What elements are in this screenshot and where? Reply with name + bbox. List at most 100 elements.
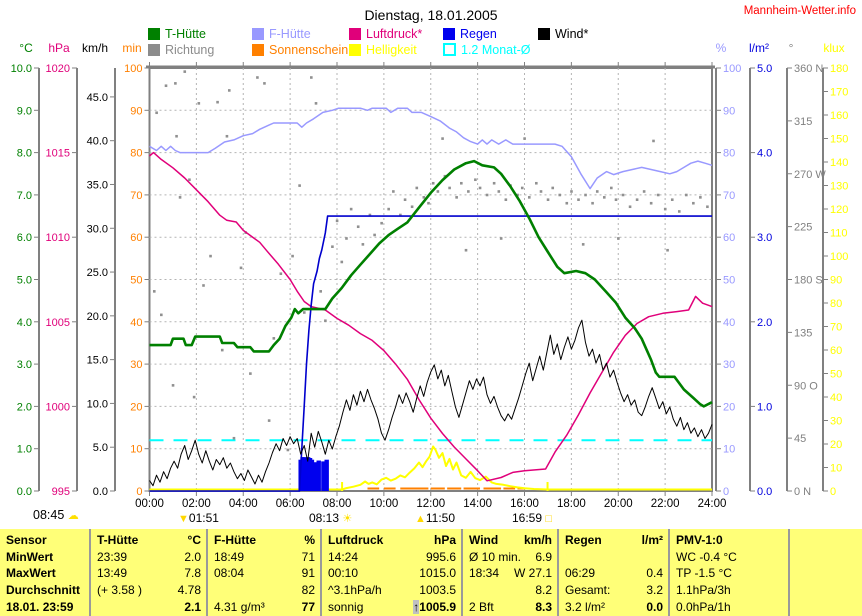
series-richtung-dot: [577, 198, 580, 201]
axis-tick-label: 20: [830, 439, 842, 451]
axis-tick-label: 9.0: [17, 105, 32, 117]
sunrise-marker: 08:13 ☀: [309, 511, 352, 525]
series-richtung-dot: [387, 207, 390, 211]
axis-tick-label: 10: [830, 463, 842, 475]
cell-value: 1015.0: [419, 566, 456, 581]
sun-total-time: 08:45: [33, 508, 65, 522]
series-f-huette: [149, 107, 713, 190]
cell-label: 08:04: [214, 566, 245, 581]
legend-swatch-icon: [443, 43, 456, 56]
cell-label: Gesamt:: [565, 583, 611, 598]
series-richtung-dot: [263, 82, 266, 85]
axis-tick-label: 80: [723, 148, 735, 160]
moon-up-time: 11:50: [425, 511, 456, 525]
legend-item-sonnenschein: Sonnenschein: [252, 43, 348, 57]
series-richtung-dot: [460, 181, 463, 185]
axis-tick-label: 4.0: [17, 317, 32, 329]
series-richtung-dot: [581, 243, 585, 246]
row-label: Durchschnitt: [6, 583, 81, 598]
axis-tick-label: 1020: [46, 63, 70, 75]
axis-tick-label: 270 W: [794, 169, 826, 181]
axis-tick-label: 8.0: [17, 148, 32, 160]
series-richtung-dot: [209, 254, 212, 258]
axis-tick-label: 315: [794, 116, 812, 128]
sunset-marker: 16:59 □: [512, 511, 552, 525]
series-richtung-dot: [565, 201, 569, 205]
axis-tick-label: 170: [830, 87, 848, 99]
series-richtung-dot: [558, 193, 562, 197]
axis-tick-label: 22:00: [651, 498, 680, 510]
axis-tick-label: 10:00: [369, 498, 398, 510]
series-richtung-dot: [474, 178, 477, 182]
sun-cloud-icon: ☁: [67, 510, 79, 522]
trend-up-icon: ↑: [413, 599, 420, 614]
axis-tick-label: 140: [830, 157, 848, 169]
axis-tick-label: 60: [130, 232, 142, 244]
axis-tick-label: 06:00: [276, 498, 305, 510]
cell-label: ^3.1hPa/h: [328, 583, 382, 598]
cell-label: 18:49: [214, 549, 245, 564]
table-col-f-h-tte: F-Hütte% 18:49 71 08:04 91 82 4.31 g/m³ 77: [206, 529, 320, 616]
sun-total-marker: 08:45 ☁: [33, 508, 79, 522]
axis-tick-label: 90: [830, 275, 842, 287]
moon-down-time: 01:51: [188, 511, 219, 525]
series-richtung-dot: [192, 395, 196, 399]
series-richtung-dot: [335, 219, 339, 223]
series-richtung-dot: [614, 198, 618, 201]
axis-tick-label: %: [716, 41, 727, 55]
cell-label: WC -0.4 °C: [676, 549, 737, 564]
series-richtung-dot: [183, 70, 187, 73]
series-richtung-dot: [677, 210, 681, 213]
cell-label: 1.1hPa/3h: [676, 583, 731, 598]
cell-value: 7.8: [184, 566, 201, 581]
series-richtung-dot: [220, 348, 224, 352]
axis-tick-label: 40.0: [87, 136, 108, 148]
axis-tick-label: 70: [830, 322, 842, 334]
series-richtung-dot: [464, 248, 468, 252]
series-richtung-dot: [392, 190, 395, 193]
series-richtung-dot: [340, 260, 344, 264]
axis-tick-label: 10.0: [11, 63, 32, 75]
axis-tick-label: 30: [130, 359, 142, 371]
series-richtung-dot: [539, 190, 543, 193]
series-richtung-dot: [202, 284, 205, 287]
legend-label: F-Hütte: [269, 27, 311, 41]
series-richtung-dot: [570, 190, 573, 193]
axis-tick-label: 0: [830, 486, 836, 498]
series-richtung-dot: [171, 384, 175, 387]
series-richtung-dot: [685, 193, 688, 197]
sun-icon: ☀: [342, 513, 353, 525]
cell-value: 82: [301, 583, 315, 598]
legend-label: 1.2 Monat-Ø: [461, 43, 531, 57]
series-richtung-dot: [591, 201, 594, 205]
site-link[interactable]: Mannheim-Wetter.info: [743, 5, 856, 17]
row-label: 18.01. 23:59: [6, 599, 74, 614]
cell-label: 4.31 g/m³: [214, 599, 265, 614]
axis-tick-label: 100: [830, 251, 848, 263]
series-richtung-dot: [216, 100, 219, 104]
axis-tick-label: 15.0: [87, 355, 108, 367]
axis-tick-label: 35.0: [87, 179, 108, 191]
axis-tick-label: 30: [830, 416, 842, 428]
series-wind: [149, 319, 713, 487]
axis-tick-label: 70: [130, 190, 142, 202]
series-richtung-dot: [361, 243, 365, 246]
series-richtung-dot: [356, 225, 360, 229]
series-richtung-dot: [527, 196, 531, 199]
col-header: Wind: [469, 533, 499, 548]
axis-tick-label: 60: [830, 345, 842, 357]
series-richtung-dot: [178, 196, 182, 199]
axis-tick-label: 18:00: [557, 498, 586, 510]
axis-tick-label: 40: [723, 317, 735, 329]
axis-tick-label: 1000: [46, 401, 70, 413]
axis-tick-label: 180: [830, 63, 848, 75]
cell-value: ↑1005.9: [413, 599, 456, 614]
series-richtung-dot: [373, 233, 376, 237]
cell-value: 8.3: [535, 599, 552, 614]
col-header: Regen: [565, 533, 602, 548]
axis-tick-label: 50: [723, 275, 735, 287]
cell-value: 77: [301, 599, 315, 614]
series-richtung-dot: [197, 102, 201, 105]
series-regen-sum: [149, 215, 712, 492]
axis-tick-label: 0 N: [794, 486, 811, 498]
